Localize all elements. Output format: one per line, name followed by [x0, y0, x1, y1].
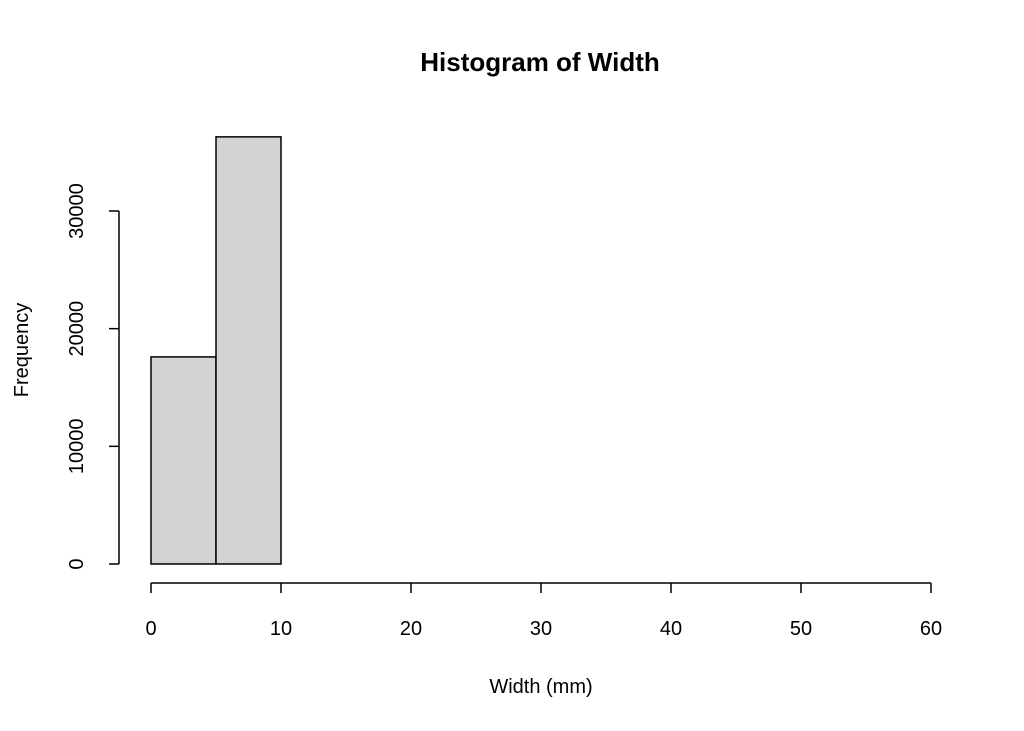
histogram-bar-5-10 [215, 136, 282, 565]
chart-title: Histogram of Width [420, 47, 660, 77]
x-tick-label-30: 30 [530, 618, 552, 640]
x-axis: 0 10 20 30 40 50 60 [145, 582, 942, 640]
y-tick-label-0: 0 [66, 558, 88, 569]
bars-group [150, 136, 282, 565]
x-tick-label-50: 50 [790, 618, 812, 640]
y-axis: 0 10000 20000 30000 [66, 183, 120, 570]
x-tick-label-60: 60 [920, 618, 942, 640]
y-tick-label-30000: 30000 [66, 183, 88, 239]
y-tick-label-10000: 10000 [66, 419, 88, 475]
x-tick-label-20: 20 [400, 618, 422, 640]
x-axis-label: Width (mm) [489, 676, 592, 698]
y-axis-label: Frequency [11, 303, 33, 398]
x-tick-label-10: 10 [270, 618, 292, 640]
x-tick-label-40: 40 [660, 618, 682, 640]
y-tick-label-20000: 20000 [66, 301, 88, 357]
x-tick-label-0: 0 [145, 618, 156, 640]
histogram-bar-0-5 [150, 356, 217, 565]
